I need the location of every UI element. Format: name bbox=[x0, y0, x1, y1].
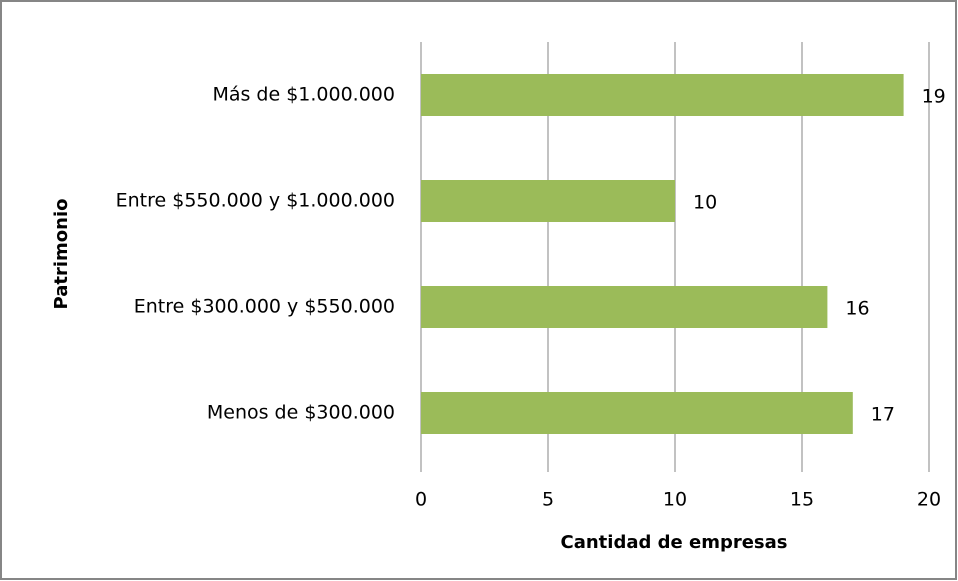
value-label: 19 bbox=[922, 86, 946, 108]
value-label: 17 bbox=[871, 404, 895, 426]
y-tick-label: Entre $550.000 y $1.000.000 bbox=[116, 190, 395, 212]
x-axis-title: Cantidad de empresas bbox=[561, 532, 788, 553]
bar bbox=[421, 286, 828, 328]
value-label: 10 bbox=[693, 192, 717, 214]
y-tick-label: Más de $1.000.000 bbox=[212, 84, 395, 106]
x-tick-label: 0 bbox=[415, 489, 427, 511]
value-label: 16 bbox=[845, 298, 869, 320]
bar bbox=[421, 180, 675, 222]
x-tick-label: 5 bbox=[542, 489, 554, 511]
x-tick-label: 15 bbox=[790, 489, 814, 511]
y-tick-label: Menos de $300.000 bbox=[207, 402, 395, 424]
bar bbox=[421, 392, 853, 434]
x-tick-label: 20 bbox=[917, 489, 941, 511]
bar bbox=[421, 74, 904, 116]
x-tick-label: 10 bbox=[663, 489, 687, 511]
y-axis-title: Patrimonio bbox=[51, 199, 72, 310]
y-tick-label: Entre $300.000 y $550.000 bbox=[134, 296, 395, 318]
